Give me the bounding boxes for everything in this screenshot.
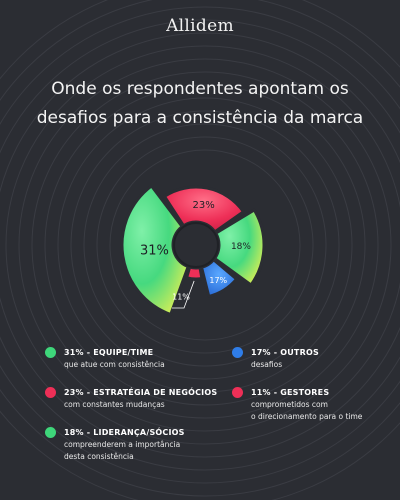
slice-value-label: 31% [140,244,169,259]
legend-heading: 31% - EQUIPE/TIME [64,348,154,357]
title-line-1: Onde os respondentes apontam os [51,79,349,99]
slice-value-label: 23% [193,200,215,211]
legend-dot-blue [232,347,243,358]
legend-description: comprometidos com o direcionamento para … [251,400,363,421]
legend-dot-red [45,387,56,398]
donut-hole [173,222,219,268]
title-line-2: desafios para a consistência da marca [36,108,364,128]
page-title: Onde os respondentes apontam os desafios… [20,75,380,133]
legend-heading: 17% - OUTROS [251,348,319,357]
pie-slice-gestores [185,265,204,281]
legend-description: compreenderem a importância desta consis… [64,440,181,461]
legend-description: que atue com consistência [64,360,165,369]
slice-value-label: 18% [231,242,251,252]
legend-item-equipe: 31% - EQUIPE/TIME que atue com consistên… [45,346,165,371]
slice-value-label: 17% [209,276,227,285]
legend-description: desafios [251,360,283,369]
legend-description: com constantes mudanças [64,400,165,409]
legend-item-lideranca: 18% - LIDERANÇA/SÓCIOS compreenderem a i… [45,426,185,462]
legend-item-estrategia: 23% - ESTRATÉGIA DE NEGÓCIOS com constan… [45,386,217,411]
legend-heading: 18% - LIDERANÇA/SÓCIOS [64,428,185,437]
brand-logo: Allidem [166,16,234,36]
legend-dot-green [45,427,56,438]
pie-slice-equipe-time [120,184,190,317]
slice-value-label: 11% [172,293,190,302]
legend-heading: 11% - GESTORES [251,388,330,397]
legend-item-gestores: 11% - GESTORES comprometidos com o direc… [232,386,362,422]
leader-line [172,280,195,309]
legend-heading: 23% - ESTRATÉGIA DE NEGÓCIOS [64,388,218,397]
legend-dot-green [45,347,56,358]
legend-dot-red [232,387,243,398]
legend-item-outros: 17% - OUTROS desafios [232,346,319,371]
